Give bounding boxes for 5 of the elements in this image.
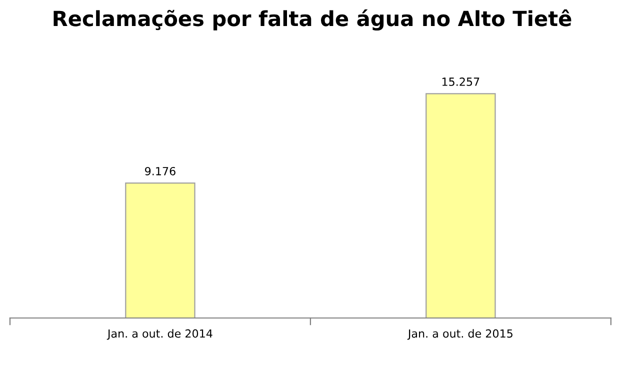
x-tick-label: Jan. a out. de 2015	[407, 329, 512, 340]
data-label: 15.257	[442, 78, 480, 86]
x-tick-label: Jan. a out. de 2014	[106, 329, 212, 340]
chart-title: Reclamações por falta de água no Alto Tietê	[54, 9, 572, 31]
data-label: 9.176	[145, 166, 176, 176]
